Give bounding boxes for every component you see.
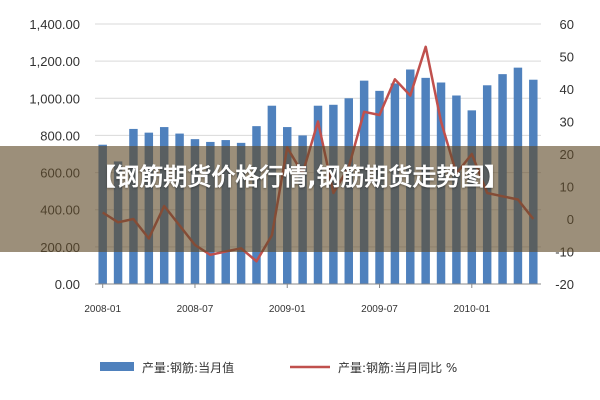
left-tick-label: 800.00: [40, 128, 80, 143]
right-tick-label: 30: [560, 115, 574, 130]
x-tick-label: 2009-01: [269, 304, 306, 315]
x-tick-label: 2010-01: [453, 304, 490, 315]
legend: 产量:钢筋:当月值 产量:钢筋:当月同比 %: [100, 360, 457, 375]
right-tick-label: 60: [560, 17, 574, 32]
right-tick-label: 40: [560, 82, 574, 97]
left-tick-label: 1,000.00: [29, 91, 80, 106]
page-title: 【钢筋期货价格行情,钢筋期货走势图】: [91, 163, 509, 191]
legend-line-label: 产量:钢筋:当月同比 %: [338, 360, 457, 375]
left-tick-label: 0.00: [55, 277, 80, 292]
legend-bar-label: 产量:钢筋:当月值: [142, 360, 234, 375]
left-tick-label: 1,200.00: [29, 54, 80, 69]
left-tick-label: 1,400.00: [29, 17, 80, 32]
right-tick-label: -20: [555, 277, 574, 292]
x-tick-label: 2008-07: [177, 304, 214, 315]
x-axis-ticks: 2008-01 2008-07 2009-01 2009-07 2010-01: [84, 284, 491, 315]
x-tick-label: 2008-01: [84, 304, 121, 315]
right-tick-label: 50: [560, 50, 574, 65]
legend-bar-swatch: [100, 362, 134, 371]
title-banner: 【钢筋期货价格行情,钢筋期货走势图】: [0, 146, 600, 252]
x-tick-label: 2009-07: [361, 304, 398, 315]
